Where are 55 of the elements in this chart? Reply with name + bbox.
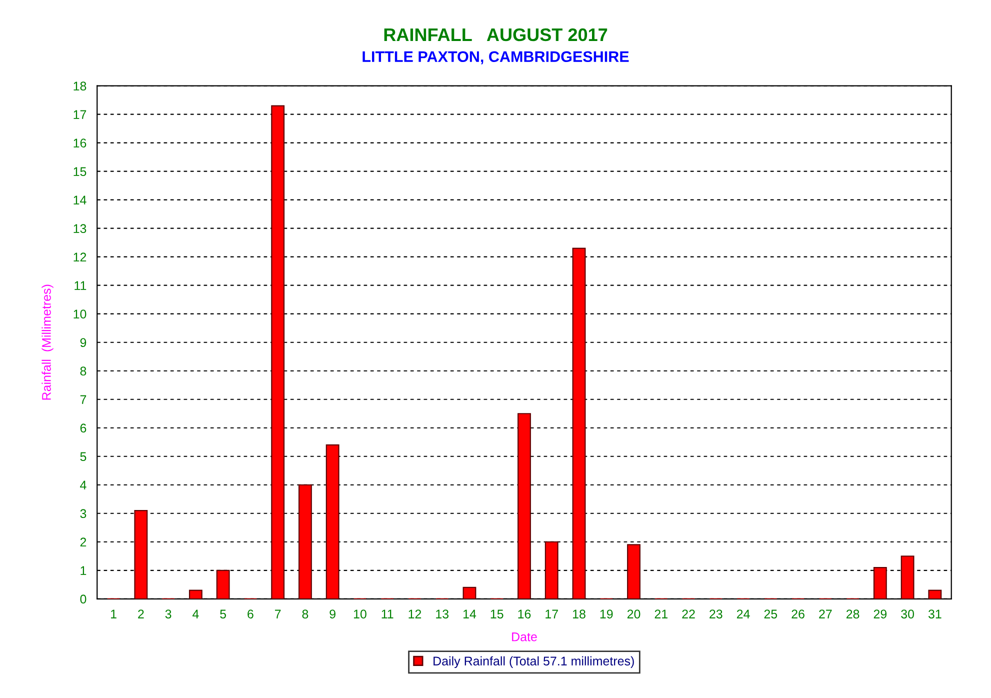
x-tick-label: 25 — [764, 610, 778, 618]
y-tick-label: 1 — [80, 566, 86, 575]
y-tick-label: 16 — [74, 138, 86, 148]
y-tick-label: 4 — [80, 480, 86, 490]
y-tick-label: 17 — [74, 110, 86, 119]
x-tick-label: 30 — [901, 610, 914, 618]
x-tick-label: 26 — [792, 610, 804, 618]
x-tick-label: 22 — [682, 610, 695, 618]
x-tick-label: 19 — [600, 610, 613, 618]
x-tick-label: 11 — [382, 610, 394, 618]
x-tick-label: 17 — [546, 610, 558, 618]
x-tick-label: 3 — [165, 610, 172, 618]
y-tick-label: 5 — [80, 452, 86, 462]
x-tick-label: 10 — [354, 610, 366, 618]
x-tick-label: 31 — [928, 610, 942, 618]
x-axis-title: Date — [512, 632, 537, 642]
chart-subtitle: LITTLE PAXTON, CAMBRIDGESHIRE — [362, 51, 629, 64]
y-tick-label: 8 — [80, 366, 86, 376]
x-tick-label: 5 — [220, 610, 226, 618]
x-tick-label: 9 — [330, 610, 336, 618]
x-tick-label: 13 — [436, 610, 449, 618]
x-tick-label: 16 — [518, 610, 531, 618]
x-tick-label: 15 — [490, 610, 504, 618]
x-tick-label: 1 — [111, 610, 116, 618]
x-tick-label: 8 — [302, 610, 308, 618]
y-tick-label: 14 — [74, 196, 86, 204]
x-tick-label: 20 — [627, 610, 640, 618]
x-tick-label: 28 — [846, 610, 860, 618]
x-tick-label: 14 — [463, 610, 476, 618]
x-tick-label: 27 — [819, 610, 832, 618]
legend-label: Daily Rainfall (Total 57.1 millimetres) — [434, 656, 634, 668]
x-tick-label: 7 — [274, 610, 281, 618]
y-tick-label: 7 — [80, 395, 86, 404]
y-tick-label: 13 — [74, 224, 86, 234]
x-tick-label: 21 — [654, 610, 668, 618]
y-tick-label: 9 — [80, 338, 86, 348]
x-tick-label: 23 — [710, 610, 722, 618]
y-tick-label: 10 — [74, 310, 86, 319]
x-tick-label: 2 — [138, 610, 144, 618]
x-tick-label: 29 — [874, 610, 887, 618]
y-tick-label: 0 — [80, 594, 86, 604]
y-tick-label: 2 — [80, 538, 86, 546]
x-tick-label: 6 — [248, 610, 254, 618]
x-tick-label: 4 — [192, 610, 199, 618]
y-tick-label: 12 — [74, 252, 86, 262]
y-tick-label: 11 — [74, 281, 86, 290]
x-tick-label: 24 — [736, 610, 750, 618]
y-tick-label: 18 — [74, 82, 86, 91]
y-axis-title: Rainfall (Millimetres) — [42, 284, 54, 400]
y-tick-label: 15 — [74, 167, 86, 176]
x-tick-label: 12 — [408, 610, 422, 618]
chart-title: RAINFALL AUGUST 2017 — [384, 28, 608, 42]
x-tick-label: 18 — [573, 610, 586, 618]
y-tick-label: 3 — [80, 509, 86, 518]
y-tick-label: 6 — [80, 424, 86, 433]
